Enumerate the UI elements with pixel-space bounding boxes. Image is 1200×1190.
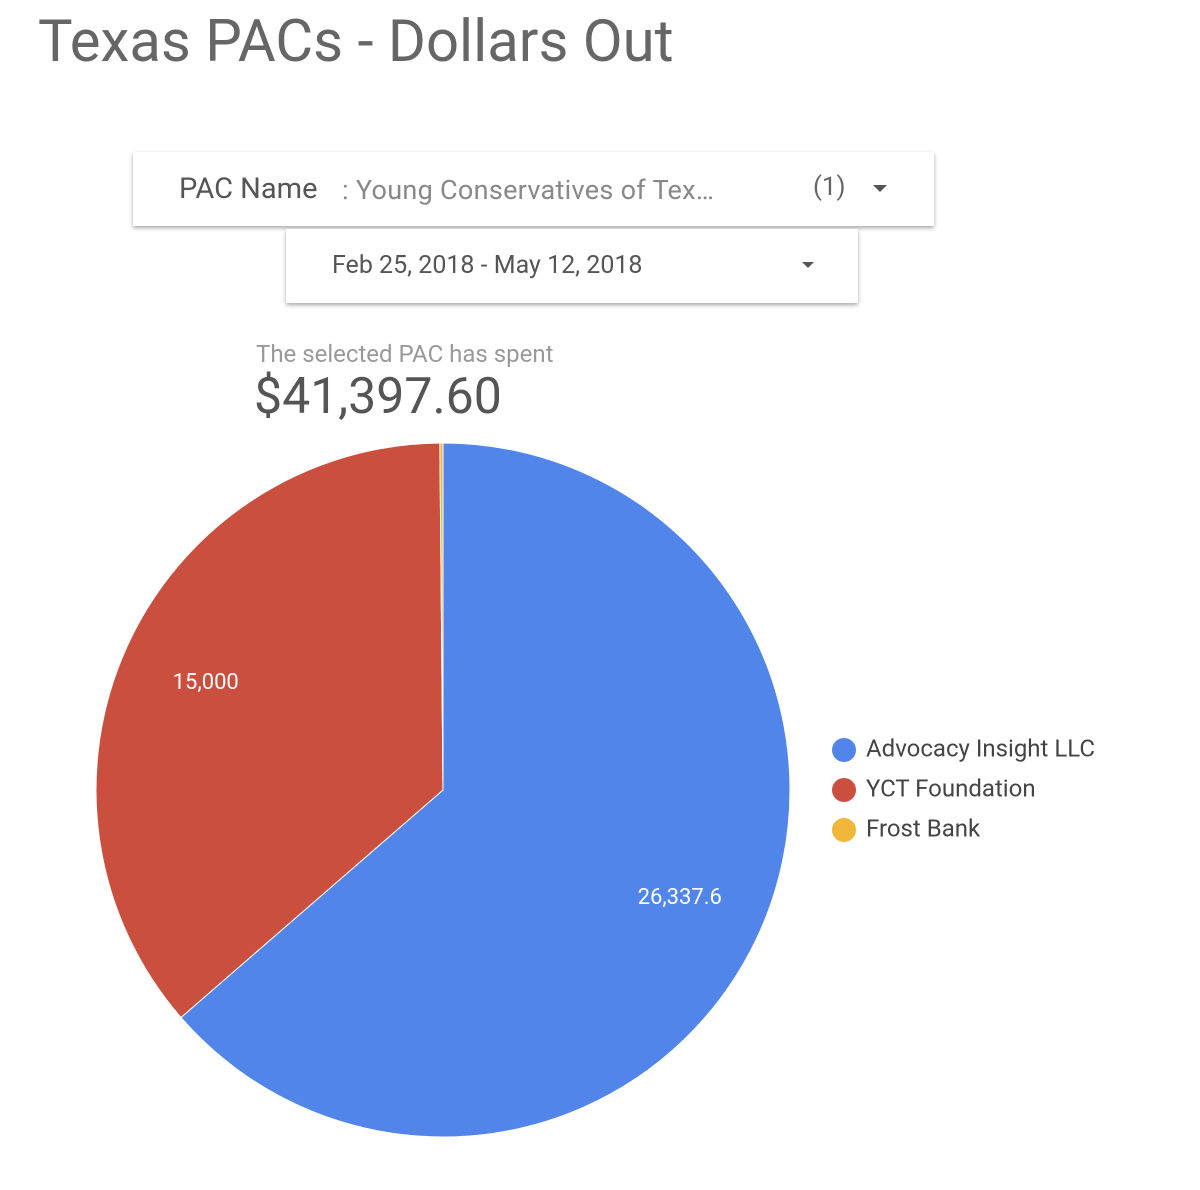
legend-label: Advocacy Insight LLC [866, 734, 1095, 762]
filter-count: (1) [813, 172, 846, 202]
filter-value: : Young Conservatives of Tex… [342, 174, 715, 206]
scorecard-label: The selected PAC has spent [256, 340, 554, 368]
pie-slice [180, 442, 791, 1138]
date-filter[interactable]: Feb 25, 2018 - May 12, 2018 [286, 229, 858, 303]
legend-label: YCT Foundation [866, 774, 1036, 802]
pie-slice [95, 442, 444, 1019]
dropdown-arrow [802, 262, 814, 268]
filter-label: PAC Name [179, 172, 318, 206]
legend-swatch [832, 818, 856, 842]
pie-slice [439, 442, 444, 791]
slice-label: 26,337.6 [638, 885, 722, 910]
scorecard-value: $41,397.60 [254, 368, 502, 426]
pac-filter[interactable]: PAC Name : Young Conservatives of Tex… (… [133, 152, 934, 226]
dropdown-arrow [873, 185, 887, 192]
legend-swatch [832, 778, 856, 802]
date-range: Feb 25, 2018 - May 12, 2018 [332, 251, 643, 280]
slice-label: 15,000 [173, 670, 239, 695]
page-title: Texas PACs - Dollars Out [38, 8, 674, 76]
legend-swatch [832, 738, 856, 762]
legend-label: Frost Bank [866, 814, 981, 842]
